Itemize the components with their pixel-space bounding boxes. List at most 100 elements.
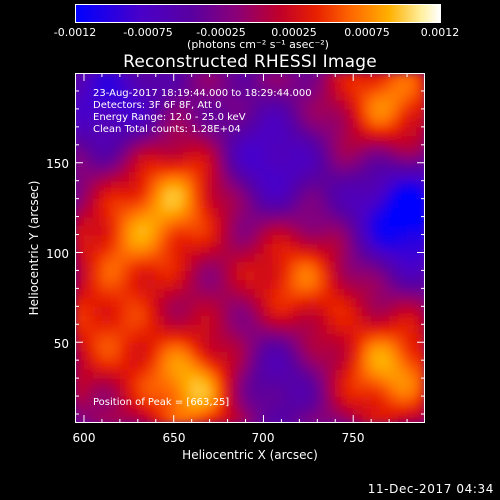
heatmap-cell: [380, 99, 390, 110]
heatmap-cell: [137, 279, 148, 289]
heatmap-cell: [299, 216, 309, 227]
heatmap-cell: [218, 297, 229, 307]
heatmap-cell: [308, 225, 318, 236]
heatmap-cell: [75, 99, 85, 110]
heatmap-cell: [290, 171, 300, 182]
heatmap-cell: [335, 270, 345, 281]
heatmap-cell: [344, 279, 354, 289]
heatmap-cell: [218, 270, 229, 281]
heatmap-cell: [353, 198, 363, 209]
heatmap-cell: [353, 252, 363, 263]
heatmap-cell: [236, 99, 247, 110]
heatmap-cell: [371, 207, 381, 218]
heatmap-cell: [110, 171, 121, 182]
heatmap-cell: [182, 207, 193, 218]
heatmap-cell: [110, 315, 121, 325]
heatmap-cell: [362, 315, 372, 325]
heatmap-cell: [128, 378, 139, 388]
heatmap-cell: [371, 252, 381, 263]
heatmap-cell: [155, 117, 166, 128]
heatmap-cell: [245, 180, 256, 191]
heatmap-cell: [191, 360, 202, 370]
heatmap-cell: [326, 126, 336, 137]
heatmap-cell: [75, 207, 85, 218]
heatmap-cell: [245, 207, 256, 218]
heatmap-cell: [416, 225, 425, 236]
heatmap-cell: [389, 369, 399, 379]
heatmap-cell: [299, 297, 309, 307]
heatmap-cell: [146, 117, 157, 128]
heatmap-cell: [119, 252, 130, 263]
heatmap-cell: [263, 135, 274, 146]
heatmap-cell: [371, 243, 381, 254]
heatmap-cell: [281, 252, 291, 263]
heatmap-cell: [308, 288, 318, 298]
colorbar-unit-label: (photons cm⁻² s⁻¹ asec⁻²): [187, 38, 329, 51]
heatmap-cell: [371, 297, 381, 307]
heatmap-cell: [191, 396, 202, 406]
heatmap-cell: [75, 108, 85, 119]
heatmap-cell: [155, 126, 166, 137]
heatmap-cell: [182, 243, 193, 254]
heatmap-cell: [137, 288, 148, 298]
heatmap-cell: [398, 297, 408, 307]
heatmap-cell: [75, 369, 85, 379]
heatmap-cell: [92, 108, 103, 119]
heatmap-cell: [236, 144, 247, 155]
heatmap-cell: [173, 207, 184, 218]
heatmap-cell: [146, 315, 157, 325]
heatmap-cell: [308, 126, 318, 137]
heatmap-cell: [209, 126, 220, 137]
heatmap-cell: [110, 216, 121, 227]
heatmap-cell: [344, 297, 354, 307]
heatmap-cell: [128, 153, 139, 164]
heatmap-cell: [380, 198, 390, 209]
heatmap-cell: [137, 171, 148, 182]
heatmap-cell: [308, 135, 318, 146]
heatmap-cell: [245, 360, 256, 370]
heatmap-cell: [326, 243, 336, 254]
x-tick-label: 700: [251, 431, 275, 445]
heatmap-cell: [245, 135, 256, 146]
heatmap-cell: [164, 135, 175, 146]
heatmap-cell: [281, 243, 291, 254]
heatmap-cell: [380, 378, 390, 388]
heatmap-cell: [272, 225, 283, 236]
heatmap-cell: [362, 378, 372, 388]
heatmap-cell: [344, 135, 354, 146]
heatmap-cell: [236, 378, 247, 388]
heatmap-cell: [110, 162, 121, 173]
heatmap-cell: [290, 387, 300, 397]
heatmap-cell: [155, 360, 166, 370]
heatmap-cell: [119, 189, 130, 200]
heatmap-cell: [380, 117, 390, 128]
heatmap-cell: [272, 189, 283, 200]
heatmap-cell: [164, 207, 175, 218]
heatmap-cell: [83, 333, 94, 343]
heatmap-cell: [335, 414, 345, 423]
heatmap-cell: [326, 288, 336, 298]
heatmap-cell: [101, 405, 112, 415]
heatmap-cell: [344, 225, 354, 236]
heatmap-cell: [398, 270, 408, 281]
heatmap-cell: [146, 171, 157, 182]
heatmap-cell: [326, 360, 336, 370]
heatmap-cell: [128, 189, 139, 200]
heatmap-cell: [200, 108, 211, 119]
heatmap-cell: [209, 216, 220, 227]
heatmap-cell: [245, 405, 256, 415]
heatmap-cell: [191, 315, 202, 325]
heatmap-cell: [335, 351, 345, 361]
heatmap-cell: [344, 396, 354, 406]
heatmap-cell: [371, 153, 381, 164]
heatmap-cell: [155, 144, 166, 155]
heatmap-cell: [380, 288, 390, 298]
heatmap-cell: [389, 396, 399, 406]
heatmap-cell: [155, 333, 166, 343]
heatmap-cell: [416, 216, 425, 227]
heatmap-cell: [101, 324, 112, 334]
heatmap-cell: [389, 99, 399, 110]
heatmap-cell: [227, 90, 238, 101]
heatmap-cell: [218, 324, 229, 334]
heatmap-cell: [227, 405, 238, 415]
